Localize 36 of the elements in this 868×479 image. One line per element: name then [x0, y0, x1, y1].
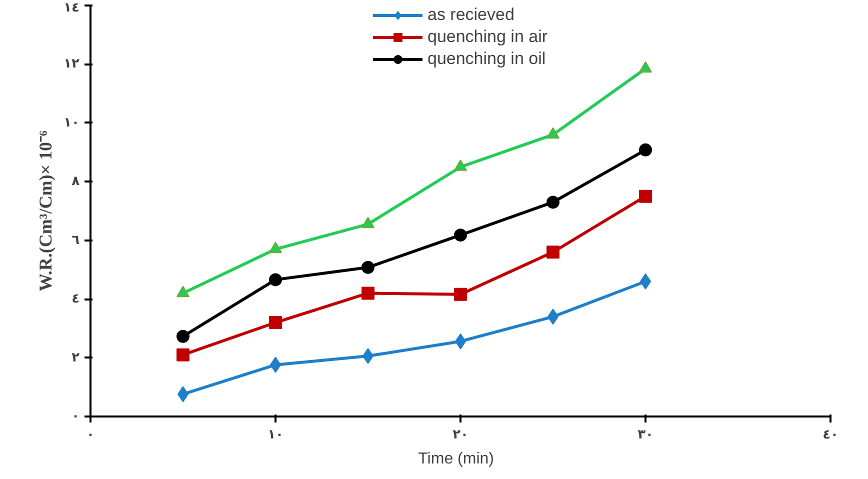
point — [176, 330, 190, 343]
point — [454, 160, 467, 171]
point — [176, 286, 190, 298]
y-tick-label: ٤ — [72, 292, 80, 307]
x-tick-label: ٠ — [86, 428, 94, 442]
point — [362, 216, 374, 228]
y-tick-label: ١٢ — [64, 56, 80, 72]
point — [269, 242, 282, 254]
point — [546, 127, 560, 139]
y-tick-label: ٠ — [72, 409, 80, 424]
x-tick-label: ١٠ — [268, 428, 284, 442]
point — [639, 143, 652, 156]
point — [454, 288, 467, 301]
y-tick-label: ٨ — [72, 174, 80, 190]
point — [546, 196, 560, 209]
y-tick-label: ٢ — [72, 350, 80, 366]
point — [269, 316, 282, 330]
point — [546, 246, 560, 259]
x-tick-label: ٤٠ — [822, 428, 838, 442]
y-tick-label: ١٠ — [64, 115, 80, 130]
x-tick-label: ٣٠ — [638, 428, 654, 442]
legend-label: as recieved — [427, 5, 514, 25]
point — [362, 260, 374, 274]
point — [362, 286, 374, 300]
point — [454, 228, 467, 242]
point — [176, 348, 190, 362]
y-tick-label: ١٤ — [64, 0, 80, 16]
legend-label: quenching in oil — [427, 49, 546, 69]
y-axis-title: W.R.(Cm³/Cm)× 10⁻⁶ — [36, 130, 56, 292]
legend-label: quenching in air — [427, 27, 548, 47]
point — [269, 273, 282, 286]
point — [639, 61, 652, 73]
y-tick-label: ٦ — [72, 232, 80, 248]
x-tick-label: ٢٠ — [452, 428, 468, 442]
x-axis-title: Time (min) — [418, 450, 494, 468]
point — [639, 190, 652, 203]
